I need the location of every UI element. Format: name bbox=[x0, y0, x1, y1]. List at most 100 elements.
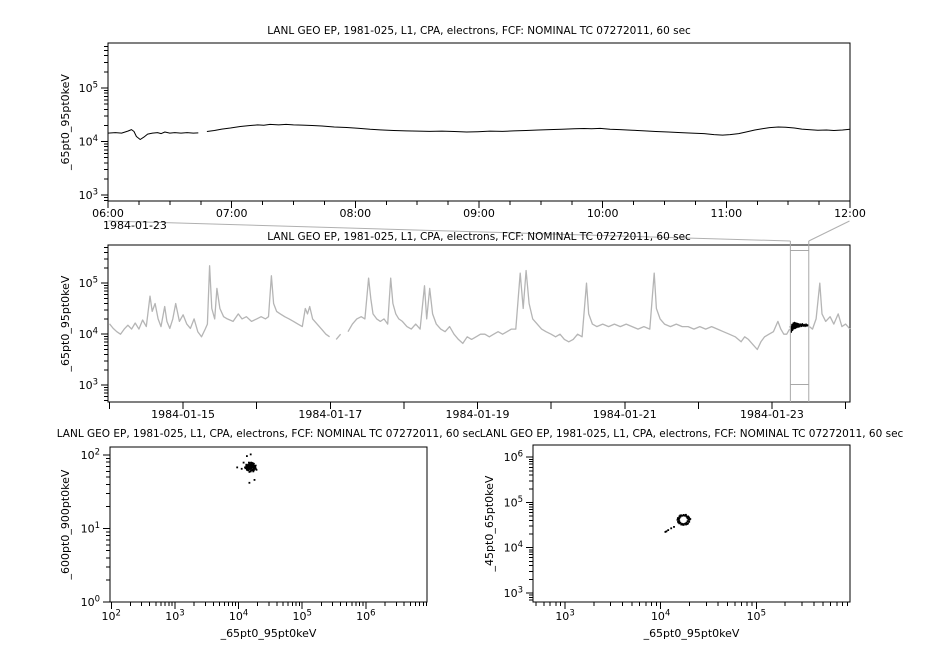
scatter-point bbox=[251, 464, 253, 467]
scatter-point bbox=[684, 513, 687, 516]
scatter-point bbox=[688, 520, 691, 523]
scatter-point bbox=[673, 526, 675, 528]
tick-label: 1984-01-21 bbox=[593, 408, 657, 421]
y-axis-label: _45pt0_65pt0keV bbox=[483, 475, 496, 572]
tick-label: 104 bbox=[229, 609, 248, 624]
scatter-point bbox=[250, 463, 253, 466]
tick-label: 103 bbox=[79, 378, 98, 393]
scatter-point bbox=[248, 466, 250, 469]
scatter-point bbox=[679, 514, 682, 517]
tick-label: 103 bbox=[165, 609, 184, 624]
y-axis-label: _65pt0_95pt0keV bbox=[59, 275, 72, 372]
panel-title: LANL GEO EP, 1981-025, L1, CPA, electron… bbox=[57, 428, 481, 440]
panel-scatter-600-900: LANL GEO EP, 1981-025, L1, CPA, electron… bbox=[57, 428, 481, 640]
scatter-point bbox=[248, 471, 251, 473]
scatter-point bbox=[679, 521, 682, 524]
tick-label: 105 bbox=[79, 276, 98, 291]
scatter-point bbox=[251, 469, 253, 472]
tick-label: 1984-01-17 bbox=[298, 408, 362, 421]
scatter-point bbox=[686, 517, 689, 520]
connector-right-line bbox=[808, 220, 850, 242]
scatter-point bbox=[246, 467, 249, 470]
scatter-point bbox=[685, 521, 688, 524]
scatter-point bbox=[248, 481, 251, 484]
scatter-point bbox=[252, 470, 255, 473]
axis-ticks: 06:00 07:00 08:00 09:00 10:00 11:00 12:00 103 10… bbox=[79, 45, 866, 220]
series-layer bbox=[108, 265, 851, 351]
scatter-point bbox=[248, 465, 250, 467]
scatter-point bbox=[677, 521, 680, 524]
axis-ticks: 103 104 105 103 104 105 106 bbox=[504, 450, 849, 624]
scatter-point bbox=[684, 514, 686, 517]
scatter-point bbox=[255, 468, 258, 471]
scatter-point bbox=[682, 523, 685, 525]
scatter-point bbox=[245, 465, 248, 467]
panel-title: LANL GEO EP, 1981-025, L1, CPA, electron… bbox=[267, 231, 691, 243]
scatter-point bbox=[249, 466, 252, 468]
tick-label: 103 bbox=[555, 609, 574, 624]
scatter-point bbox=[686, 523, 689, 525]
y-axis-label: _600pt0_900pt0keV bbox=[59, 469, 72, 580]
series-layer bbox=[236, 453, 258, 484]
scatter-point bbox=[248, 461, 250, 464]
scatter-point bbox=[253, 479, 256, 481]
scatter-point bbox=[249, 453, 252, 456]
scatter-point bbox=[678, 517, 681, 520]
scatter-point bbox=[251, 466, 254, 469]
panel-title: LANL GEO EP, 1981-025, L1, CPA, electron… bbox=[480, 428, 904, 440]
tick-label: 106 bbox=[356, 609, 375, 624]
scatter-point bbox=[236, 466, 239, 469]
scatter-point bbox=[678, 518, 680, 521]
panel-title: LANL GEO EP, 1981-025, L1, CPA, electron… bbox=[267, 25, 691, 37]
tick-label: 105 bbox=[79, 80, 98, 95]
tick-label: 100 bbox=[81, 595, 100, 610]
scatter-point bbox=[253, 466, 256, 469]
series-highlighted-interval bbox=[789, 321, 810, 333]
scatter-point bbox=[254, 465, 256, 467]
tick-label: 101 bbox=[81, 521, 100, 536]
tick-label: 105 bbox=[747, 609, 766, 624]
scatter-point bbox=[246, 468, 248, 471]
scatter-point bbox=[678, 515, 681, 518]
plot-area[interactable] bbox=[107, 244, 851, 403]
scatter-point bbox=[664, 531, 667, 533]
series-context-flux-65-95keV bbox=[108, 265, 851, 351]
y-axis-label: _65pt0_95pt0keV bbox=[59, 74, 72, 171]
scatter-point bbox=[247, 463, 249, 466]
scatter-point bbox=[251, 462, 254, 464]
plot-area[interactable] bbox=[532, 444, 851, 603]
tick-label: 09:00 bbox=[463, 207, 495, 220]
scatter-point bbox=[247, 469, 249, 472]
overview-connector bbox=[108, 220, 850, 242]
tick-label: 102 bbox=[102, 609, 121, 624]
x-axis-label: _65pt0_95pt0keV bbox=[220, 627, 317, 640]
tick-label: 104 bbox=[79, 134, 98, 149]
scatter-point bbox=[681, 514, 683, 517]
scatter-point bbox=[687, 518, 690, 521]
scatter-point bbox=[242, 461, 245, 464]
scatter-point bbox=[249, 470, 252, 473]
panel-context-overview: LANL GEO EP, 1981-025, L1, CPA, electron… bbox=[59, 231, 851, 421]
scatter-point bbox=[254, 467, 257, 470]
tick-label: 102 bbox=[81, 448, 100, 463]
scatter-point bbox=[249, 467, 251, 470]
scatter-point bbox=[684, 522, 686, 525]
tick-label: 11:00 bbox=[710, 207, 742, 220]
tick-label: 12:00 bbox=[834, 207, 866, 220]
scatter-point bbox=[678, 520, 681, 523]
axis-ticks: 102 103 104 105 106 100 101 102 bbox=[81, 448, 428, 624]
scatter-point bbox=[688, 519, 691, 521]
plot-area[interactable] bbox=[109, 446, 428, 603]
selection-box[interactable] bbox=[789, 241, 810, 402]
tick-label: 105 bbox=[293, 609, 312, 624]
tick-label: 103 bbox=[504, 585, 523, 600]
scatter-point bbox=[249, 468, 251, 471]
plot-area[interactable] bbox=[107, 42, 851, 202]
scatter-point bbox=[245, 463, 248, 466]
tick-label: 1984-01-23 bbox=[740, 408, 804, 421]
tick-label: 10:00 bbox=[587, 207, 619, 220]
panel-zoom-timeseries: LANL GEO EP, 1981-025, L1, CPA, electron… bbox=[59, 25, 866, 232]
tick-label: 103 bbox=[79, 188, 98, 203]
tick-label: 104 bbox=[651, 609, 670, 624]
